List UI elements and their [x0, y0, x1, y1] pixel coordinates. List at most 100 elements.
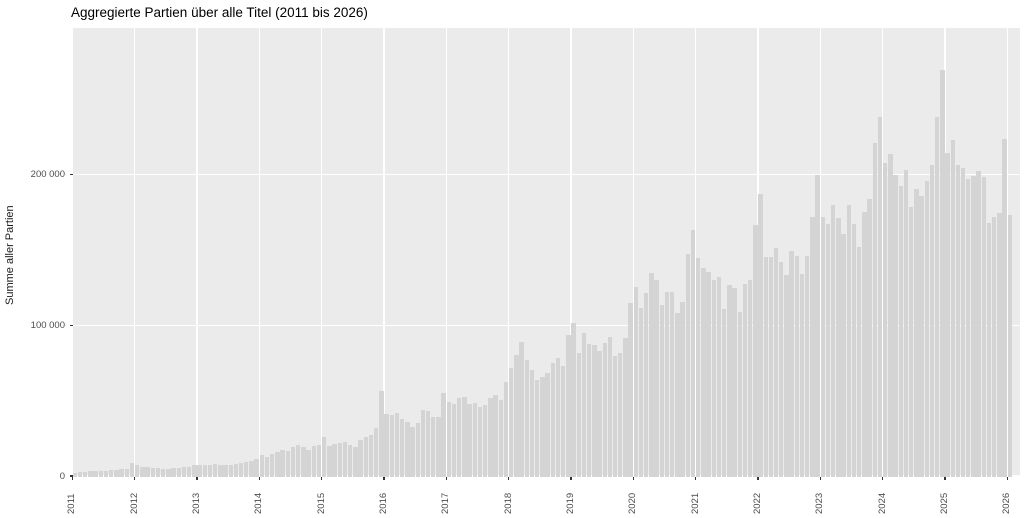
bar-2023-10	[867, 198, 872, 477]
bar-2024-03	[893, 175, 898, 477]
bar-2019-10	[618, 352, 623, 477]
bar-2022-11	[810, 216, 815, 477]
x-tick-label-2020: 2020	[627, 492, 639, 514]
bar-2016-06	[410, 426, 415, 477]
bar-2014-03	[270, 454, 275, 477]
bar-2022-10	[805, 256, 810, 477]
bar-2018-08	[545, 372, 550, 477]
gridline-x-2017	[445, 28, 447, 477]
bar-2025-02	[950, 140, 955, 477]
bar-2023-09	[862, 211, 867, 477]
bar-2012-01	[135, 464, 140, 477]
bar-2016-11	[436, 417, 441, 477]
bar-2020-12	[690, 230, 696, 477]
bar-2017-06	[472, 402, 478, 477]
x-tick-label-2017: 2017	[440, 492, 452, 514]
bar-2018-06	[534, 380, 540, 477]
bar-2012-09	[176, 468, 181, 477]
bar-2021-01	[696, 257, 701, 477]
bar-2024-11	[934, 116, 940, 477]
bar-2024-04	[898, 186, 903, 477]
bar-2012-10	[181, 467, 187, 477]
bar-2015-05	[342, 441, 348, 477]
bar-2013-12	[254, 458, 259, 477]
bar-2013-05	[218, 464, 223, 477]
bar-2025-06	[971, 175, 976, 477]
bar-2012-04	[150, 468, 155, 477]
x-tick-mark-2016	[383, 477, 385, 480]
bar-2013-08	[233, 463, 239, 477]
x-tick-label-2022: 2022	[751, 492, 763, 514]
bar-2014-04	[275, 451, 280, 477]
bar-2013-04	[212, 464, 218, 477]
bar-2013-03	[207, 464, 213, 477]
gridline-x-2025	[944, 28, 946, 477]
bar-2011-03	[83, 471, 88, 477]
bar-2025-09	[986, 222, 992, 477]
bar-2017-12	[503, 381, 509, 477]
x-tick-mark-2014	[258, 477, 260, 480]
bar-2017-10	[493, 395, 498, 477]
x-tick-mark-2023	[819, 477, 821, 480]
bar-2016-10	[431, 417, 436, 477]
bar-2014-10	[306, 450, 311, 477]
bar-2015-04	[337, 442, 342, 477]
bar-2024-10	[929, 165, 935, 477]
x-tick-mark-2022	[757, 477, 759, 480]
bar-2012-12	[192, 465, 197, 477]
bar-2019-11	[623, 338, 628, 477]
x-tick-label-2018: 2018	[502, 492, 514, 514]
x-tick-mark-2013	[196, 477, 198, 480]
bar-2011-06	[98, 471, 104, 477]
bar-2025-11	[997, 212, 1002, 477]
gridline-x-2026	[1006, 28, 1008, 477]
y-tick-mark-200000	[70, 173, 73, 175]
bar-2020-09	[675, 313, 680, 477]
x-tick-label-2021: 2021	[689, 492, 701, 514]
bar-2017-04	[462, 396, 467, 477]
bar-2014-05	[280, 450, 285, 477]
bar-2020-02	[638, 308, 644, 477]
bar-2014-06	[285, 450, 291, 477]
y-tick-label-100000: 100 000	[30, 319, 65, 331]
y-axis-title: Summe aller Partien	[4, 205, 16, 305]
bar-2020-11	[685, 254, 690, 477]
gridline-y-200000	[73, 173, 1020, 175]
bar-2016-05	[405, 421, 410, 477]
bar-2023-03	[831, 204, 836, 477]
bar-2021-08	[732, 287, 737, 477]
bar-2017-02	[451, 404, 457, 477]
bar-2021-05	[716, 276, 722, 477]
bar-2016-07	[415, 422, 420, 477]
x-tick-label-2011: 2011	[66, 493, 78, 514]
bar-2025-12	[1002, 139, 1007, 477]
bar-2022-06	[784, 274, 789, 477]
bar-2019-04	[586, 344, 592, 477]
x-tick-mark-2018	[508, 477, 510, 480]
bar-2014-01	[259, 455, 265, 477]
bar-2018-04	[524, 360, 529, 477]
bar-2011-12	[129, 462, 135, 477]
bar-2015-09	[363, 437, 368, 477]
bar-2022-05	[779, 261, 784, 477]
bar-2011-01	[73, 472, 78, 477]
bar-2021-09	[737, 311, 742, 477]
x-tick-label-2023: 2023	[814, 492, 826, 514]
bar-2023-02	[825, 224, 831, 477]
bar-2020-10	[680, 302, 685, 477]
bar-2012-11	[186, 466, 192, 477]
bar-2023-05	[841, 233, 846, 477]
bar-2022-12	[815, 175, 820, 477]
bar-2024-09	[924, 181, 929, 477]
bar-2011-02	[77, 472, 83, 477]
bar-2025-04	[960, 168, 966, 477]
bar-2022-09	[799, 274, 805, 477]
bar-2019-01	[571, 322, 576, 477]
bar-2012-07	[166, 469, 171, 477]
gridline-x-2024	[881, 28, 884, 477]
gridline-x-2012	[133, 28, 136, 477]
x-tick-label-2024: 2024	[876, 492, 888, 514]
y-tick-mark-100000	[70, 324, 73, 326]
bar-2021-04	[711, 279, 716, 477]
bar-2019-05	[592, 344, 597, 477]
